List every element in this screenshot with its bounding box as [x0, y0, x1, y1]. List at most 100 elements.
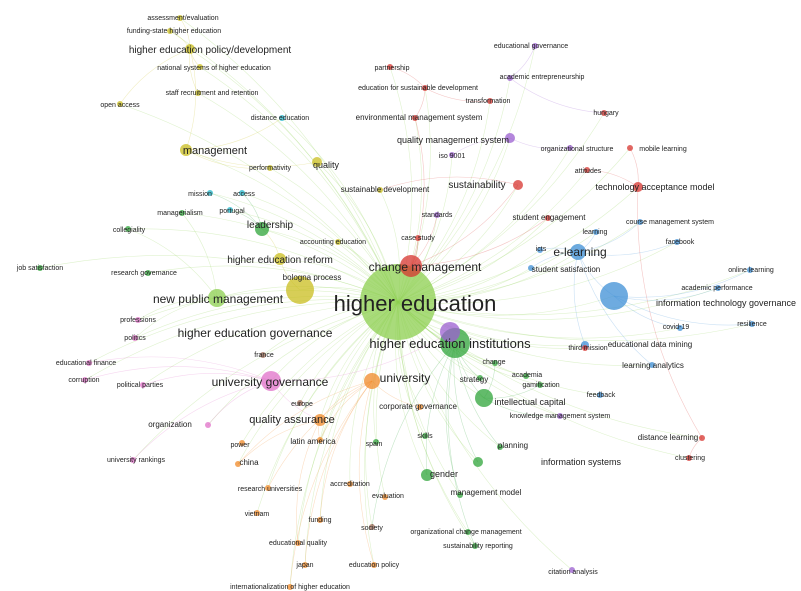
- node-bologna-process[interactable]: [286, 276, 314, 304]
- node-job-satisfaction[interactable]: [37, 265, 43, 271]
- node-political-parties[interactable]: [140, 382, 146, 388]
- node-quality-assurance[interactable]: [314, 414, 326, 426]
- node-case-study[interactable]: [415, 235, 421, 241]
- node-china[interactable]: [235, 461, 241, 467]
- node-distance-education[interactable]: [279, 115, 285, 121]
- node-professions[interactable]: [135, 317, 141, 323]
- node-learning-analytics[interactable]: [649, 362, 655, 368]
- node-access[interactable]: [239, 190, 245, 196]
- node-spain[interactable]: [373, 439, 379, 445]
- node-icts[interactable]: [537, 247, 543, 253]
- node-education-policy[interactable]: [371, 562, 377, 568]
- node-staff-recruitment-and-retention[interactable]: [195, 90, 201, 96]
- node-organization[interactable]: [205, 422, 211, 428]
- node-society[interactable]: [369, 524, 375, 530]
- node-resilience[interactable]: [749, 321, 755, 327]
- node-higher-education-reform[interactable]: [274, 253, 286, 265]
- node-academia[interactable]: [523, 373, 529, 379]
- node-university-governance[interactable]: [261, 371, 281, 391]
- node-planning[interactable]: [497, 444, 503, 450]
- node-sustainability-reporting[interactable]: [472, 543, 478, 549]
- node-partnership[interactable]: [387, 64, 393, 70]
- node-quality[interactable]: [312, 157, 322, 167]
- node-academic-performance[interactable]: [715, 285, 721, 291]
- node-higher-education-policy-development[interactable]: [185, 44, 195, 54]
- node-collegiality[interactable]: [125, 226, 131, 232]
- node-mission[interactable]: [207, 190, 213, 196]
- node-mobile-learning[interactable]: [627, 145, 633, 151]
- node-learning[interactable]: [593, 229, 599, 235]
- node-latin-america[interactable]: [317, 437, 323, 443]
- node-educational-quality[interactable]: [295, 540, 301, 546]
- node-leadership[interactable]: [255, 222, 269, 236]
- node-vietnam[interactable]: [254, 510, 260, 516]
- node-transformation[interactable]: [487, 98, 493, 104]
- node-funding-state-higher-education[interactable]: [167, 28, 173, 34]
- node-educational-governance[interactable]: [532, 43, 538, 49]
- node-technology-acceptance-model[interactable]: [633, 182, 643, 192]
- node-power[interactable]: [239, 440, 245, 446]
- node-higher-education-governance[interactable]: [440, 322, 460, 342]
- node-open-access[interactable]: [117, 101, 123, 107]
- node-information-systems[interactable]: [473, 457, 483, 467]
- node-student-satisfaction[interactable]: [528, 265, 534, 271]
- node-higher-education[interactable]: [360, 264, 436, 340]
- node-gender[interactable]: [421, 469, 433, 481]
- node-iso-9001[interactable]: [449, 152, 455, 158]
- node-assessment-evaluation[interactable]: [177, 15, 183, 21]
- node-change-management[interactable]: [400, 255, 422, 277]
- node-corruption[interactable]: [82, 377, 88, 383]
- node-internationalization-of-higher-education[interactable]: [287, 584, 293, 590]
- node-evaluation[interactable]: [382, 494, 388, 500]
- node-japan[interactable]: [302, 562, 308, 568]
- node-organizational-change-management[interactable]: [465, 529, 471, 535]
- node-sustainability[interactable]: [513, 180, 523, 190]
- node-citation-analysis[interactable]: [569, 567, 575, 573]
- node-strategy[interactable]: [477, 375, 483, 381]
- node-course-management-system[interactable]: [637, 219, 643, 225]
- node-online-learning[interactable]: [747, 267, 753, 273]
- node-politics[interactable]: [132, 335, 138, 341]
- node-national-systems-of-higher-education[interactable]: [197, 64, 203, 70]
- node-distance-learning[interactable]: [699, 435, 705, 441]
- node-portugal[interactable]: [227, 207, 233, 213]
- node-academic-entrepreneurship[interactable]: [507, 75, 513, 81]
- node-sustainable-development[interactable]: [377, 187, 383, 193]
- node-skills[interactable]: [422, 433, 428, 439]
- node-facebook[interactable]: [674, 239, 680, 245]
- node-student-engagement[interactable]: [545, 215, 551, 221]
- node-attitudes[interactable]: [584, 167, 590, 173]
- node-hungary[interactable]: [601, 110, 607, 116]
- node-knowledge-management-system[interactable]: [557, 413, 563, 419]
- node-accreditation[interactable]: [347, 481, 353, 487]
- node-intellectual-capital[interactable]: [475, 389, 493, 407]
- node-corporate-governance[interactable]: [417, 404, 423, 410]
- node-third-mission[interactable]: [582, 345, 588, 351]
- node-management[interactable]: [180, 144, 192, 156]
- node-performativity[interactable]: [267, 165, 273, 171]
- node-standards[interactable]: [434, 212, 440, 218]
- node-funding[interactable]: [317, 517, 323, 523]
- node-clustering[interactable]: [686, 455, 692, 461]
- node-quality-management-system[interactable]: [505, 133, 515, 143]
- node-research-universities[interactable]: [265, 485, 271, 491]
- node-educational-finance[interactable]: [86, 360, 92, 366]
- node-organizational-structure[interactable]: [567, 145, 573, 151]
- node-covid-19[interactable]: [677, 325, 683, 331]
- node-university[interactable]: [364, 373, 380, 389]
- node-change[interactable]: [492, 360, 498, 366]
- node-new-public-management[interactable]: [208, 289, 226, 307]
- node-e-learning[interactable]: [570, 244, 586, 260]
- node-gamification[interactable]: [537, 382, 543, 388]
- node-europe[interactable]: [297, 400, 303, 406]
- node-managerialism[interactable]: [179, 210, 185, 216]
- node-education-for-sustainable-development[interactable]: [422, 85, 428, 91]
- node-university-rankings[interactable]: [130, 457, 136, 463]
- node-feedback[interactable]: [597, 392, 603, 398]
- node-accounting-education[interactable]: [335, 239, 341, 245]
- node-france[interactable]: [260, 352, 266, 358]
- node-research-governance[interactable]: [145, 270, 151, 276]
- node-management-model[interactable]: [457, 492, 463, 498]
- node-environmental-management-system[interactable]: [412, 115, 418, 121]
- node-information-technology-governance[interactable]: [600, 282, 628, 310]
